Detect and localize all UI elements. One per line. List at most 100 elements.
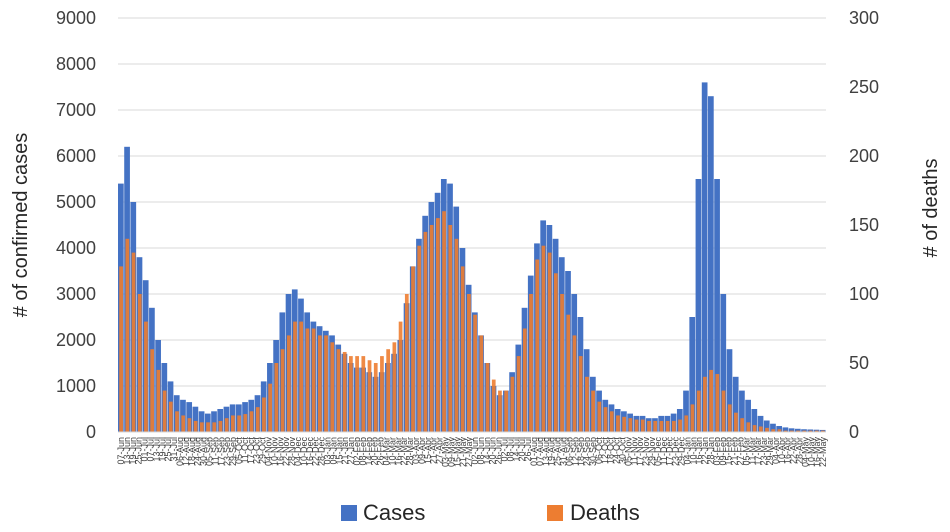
deaths-bar <box>367 360 372 432</box>
x-tick-label: 17-Nov <box>635 437 645 467</box>
x-tick-label: 30-Sep <box>588 437 598 466</box>
x-tick-label: 07-Jun <box>116 437 126 465</box>
deaths-bar <box>535 259 540 432</box>
x-tick-label: 23-Mar <box>759 437 769 466</box>
cases-bar <box>186 402 193 432</box>
deaths-bar <box>125 238 130 432</box>
left-y-tick-label: 4000 <box>56 238 96 258</box>
deaths-bar <box>777 429 782 432</box>
deaths-bar <box>696 390 701 432</box>
deaths-bar <box>547 252 552 432</box>
deaths-bar <box>709 369 713 432</box>
x-tick-label: 17-Dec <box>665 437 675 467</box>
x-tick-label: 04-Jan <box>682 437 692 465</box>
cases-bar <box>732 376 739 432</box>
x-tick-label: 13-Jun <box>122 437 132 465</box>
x-tick-label: 24-Oct <box>612 437 622 465</box>
cases-bar <box>217 409 224 432</box>
right-y-tick-label: 150 <box>849 215 879 235</box>
deaths-bar <box>758 426 763 432</box>
x-tick-label: 30-Aug <box>199 437 209 466</box>
cases-bar <box>192 406 199 432</box>
x-tick-label: 29-Oct <box>258 437 268 465</box>
x-tick-label: 08-Feb <box>358 437 368 466</box>
x-tick-label: 13-Jul <box>151 437 161 462</box>
legend-label-cases: Cases <box>363 500 425 525</box>
deaths-bar <box>690 404 695 432</box>
deaths-bar <box>678 419 682 432</box>
x-tick-label: 17-Sep <box>216 437 226 466</box>
x-tick-label: 10-May <box>806 437 816 468</box>
deaths-bar <box>317 335 322 432</box>
deaths-bar <box>541 245 546 432</box>
x-tick-label: 10-Dec <box>299 437 309 467</box>
deaths-bar <box>324 335 328 432</box>
x-tick-label: 16-May <box>812 437 822 468</box>
left-y-axis-label: # of confirmed cases <box>10 133 32 318</box>
deaths-bar <box>821 430 825 432</box>
x-tick-label: 20-Jul <box>517 437 527 462</box>
x-tick-label: 11-Oct <box>240 437 250 464</box>
deaths-bar <box>752 425 757 432</box>
left-y-axis-ticks: 0 1000 2000 3000 4000 5000 6000 7000 8000 9000 <box>56 8 96 442</box>
deaths-bar <box>703 376 707 432</box>
x-tick-label: 12-Sep <box>570 437 580 466</box>
deaths-bar <box>373 363 378 432</box>
deaths-bar <box>566 314 571 432</box>
x-tick-label: 03-May <box>440 437 450 468</box>
cases-bars <box>118 82 826 433</box>
x-tick-label: 25-Aug <box>553 437 563 466</box>
x-tick-label: 02-Jul <box>499 437 509 462</box>
deaths-bar <box>156 369 161 432</box>
deaths-bar <box>392 342 397 432</box>
x-tick-label: 05-Oct <box>234 437 244 465</box>
deaths-bar <box>199 422 204 432</box>
x-tick-label: 02-Jun <box>470 437 480 465</box>
deaths-bar <box>640 419 645 432</box>
deaths-bar <box>398 321 403 432</box>
deaths-bar <box>262 397 266 432</box>
x-tick-label: 08-Jul <box>505 437 515 462</box>
x-tick-label: 19-Aug <box>547 437 557 466</box>
x-tick-label: 23-Oct <box>252 437 262 465</box>
deaths-bar <box>603 407 608 432</box>
x-tick-label: 15-May <box>452 437 462 468</box>
x-tick-label: 13-Aug <box>541 437 551 466</box>
x-tick-label: 04-Nov <box>263 437 273 467</box>
deaths-bar <box>243 414 248 432</box>
deaths-bar <box>286 335 291 432</box>
cases-bar <box>701 82 708 433</box>
x-tick-label: 26-Jun <box>494 437 504 465</box>
deaths-bar <box>522 328 527 432</box>
x-tick-label: 29-Mar <box>765 437 775 466</box>
x-tick-label: 31-Jul <box>169 437 179 462</box>
right-y-tick-label: 250 <box>849 77 879 97</box>
x-tick-label: 20-Jun <box>488 437 498 465</box>
x-tick-label: 14-Jun <box>482 437 492 465</box>
deaths-bar <box>467 294 471 432</box>
deaths-bar <box>485 363 490 432</box>
x-tick-label: 25-Jul <box>163 437 173 462</box>
deaths-bar <box>479 335 484 432</box>
x-tick-label: 10-Jan <box>688 437 698 465</box>
deaths-bar <box>404 294 409 432</box>
cases-bar <box>763 420 770 432</box>
x-tick-label: 24-Sep <box>582 437 592 466</box>
x-tick-label: 09-Apr <box>417 437 427 464</box>
deaths-bar <box>411 266 415 432</box>
x-tick-label: 19-Jul <box>157 437 167 462</box>
deaths-bar <box>119 266 123 432</box>
x-tick-label: 21-Jan <box>340 437 350 465</box>
deaths-bar <box>746 422 751 432</box>
x-tick-label: 11-Dec <box>659 437 669 466</box>
deaths-bar <box>423 231 428 432</box>
x-tick-label: 07-Jul <box>145 437 155 462</box>
x-tick-label: 23-Sep <box>222 437 232 466</box>
deaths-bar <box>137 294 142 432</box>
deaths-bar <box>591 390 595 432</box>
gridlines <box>118 17 826 387</box>
cases-bar <box>776 426 783 432</box>
x-tick-label: 18-Aug <box>187 437 197 466</box>
x-tick-label: 04-Mar <box>381 437 391 466</box>
deaths-bar <box>622 416 627 432</box>
